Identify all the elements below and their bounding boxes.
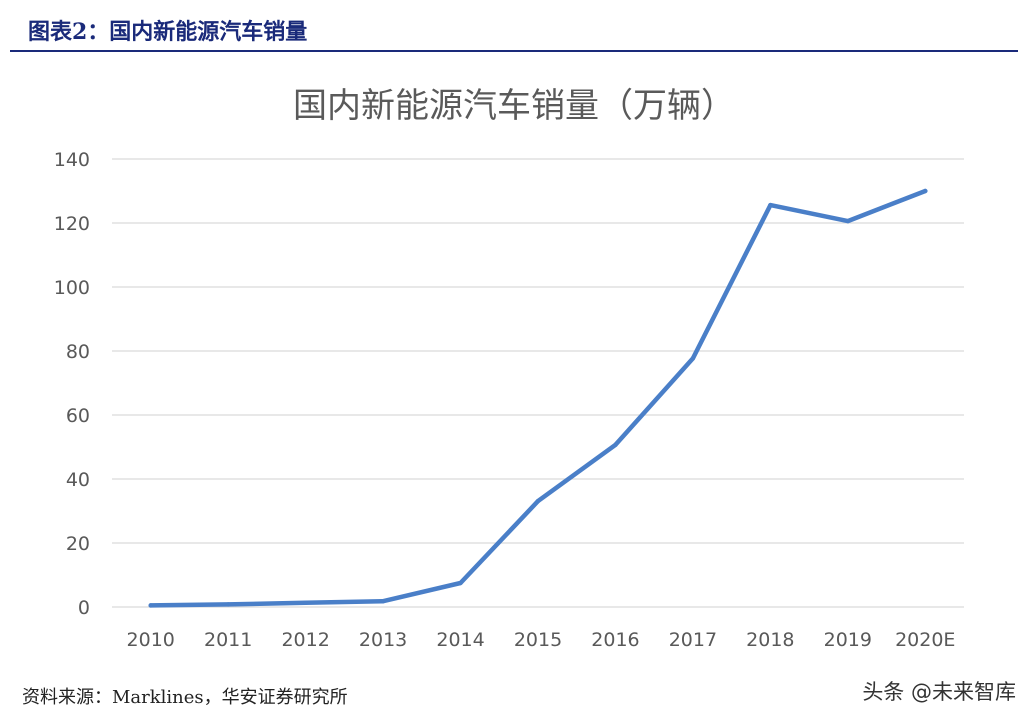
data-point-2018 [768, 202, 773, 208]
chart-title: 国内新能源汽车销量（万辆） [293, 86, 735, 126]
data-point-2014 [458, 580, 463, 586]
y-tick-label: 80 [66, 341, 90, 363]
watermark: 头条 @未来智库 [862, 680, 1016, 704]
data-point-2011 [225, 602, 231, 607]
source-note: 资料来源：Marklines，华安证券研究所 [22, 687, 348, 708]
x-tick-label: 2019 [824, 629, 872, 651]
x-tick-label: 2012 [281, 629, 329, 651]
data-point-2016 [613, 442, 618, 447]
y-tick-label: 0 [78, 597, 90, 619]
series-group [148, 188, 928, 608]
y-tick-label: 40 [66, 469, 90, 491]
x-tick-label: 2016 [591, 629, 639, 651]
y-tick-label: 20 [66, 533, 90, 555]
data-point-2015 [535, 498, 541, 504]
data-point-2010 [148, 603, 153, 608]
data-point-2013 [380, 599, 386, 604]
x-axis-ticks: 2010 2011 2012 2013 2014 2015 2016 2017 2018 2019… [127, 629, 956, 651]
x-tick-label: 2011 [204, 629, 252, 651]
figure-header: 图表2：国内新能源汽车销量 [0, 0, 1028, 52]
header-divider [10, 50, 1018, 52]
x-tick-label: 2018 [746, 629, 794, 651]
data-point-2017 [690, 356, 696, 361]
y-tick-label: 140 [54, 149, 90, 171]
x-tick-label: 2020E [895, 629, 955, 651]
figure-title: 图表2：国内新能源汽车销量 [28, 19, 308, 45]
x-tick-label: 2017 [669, 629, 717, 651]
data-point-2019 [845, 218, 851, 224]
y-tick-label: 60 [66, 405, 90, 427]
x-tick-label: 2013 [359, 629, 407, 651]
x-tick-label: 2010 [127, 629, 175, 651]
x-tick-label: 2014 [436, 629, 484, 651]
x-tick-label: 2015 [514, 629, 562, 651]
y-axis-ticks: 0 20 40 60 80 100 120 140 [54, 149, 90, 619]
data-point-2012 [303, 600, 308, 606]
data-point-2020E [923, 188, 928, 194]
gridlines [112, 158, 964, 608]
y-tick-label: 120 [54, 213, 90, 235]
y-tick-label: 100 [54, 277, 90, 299]
